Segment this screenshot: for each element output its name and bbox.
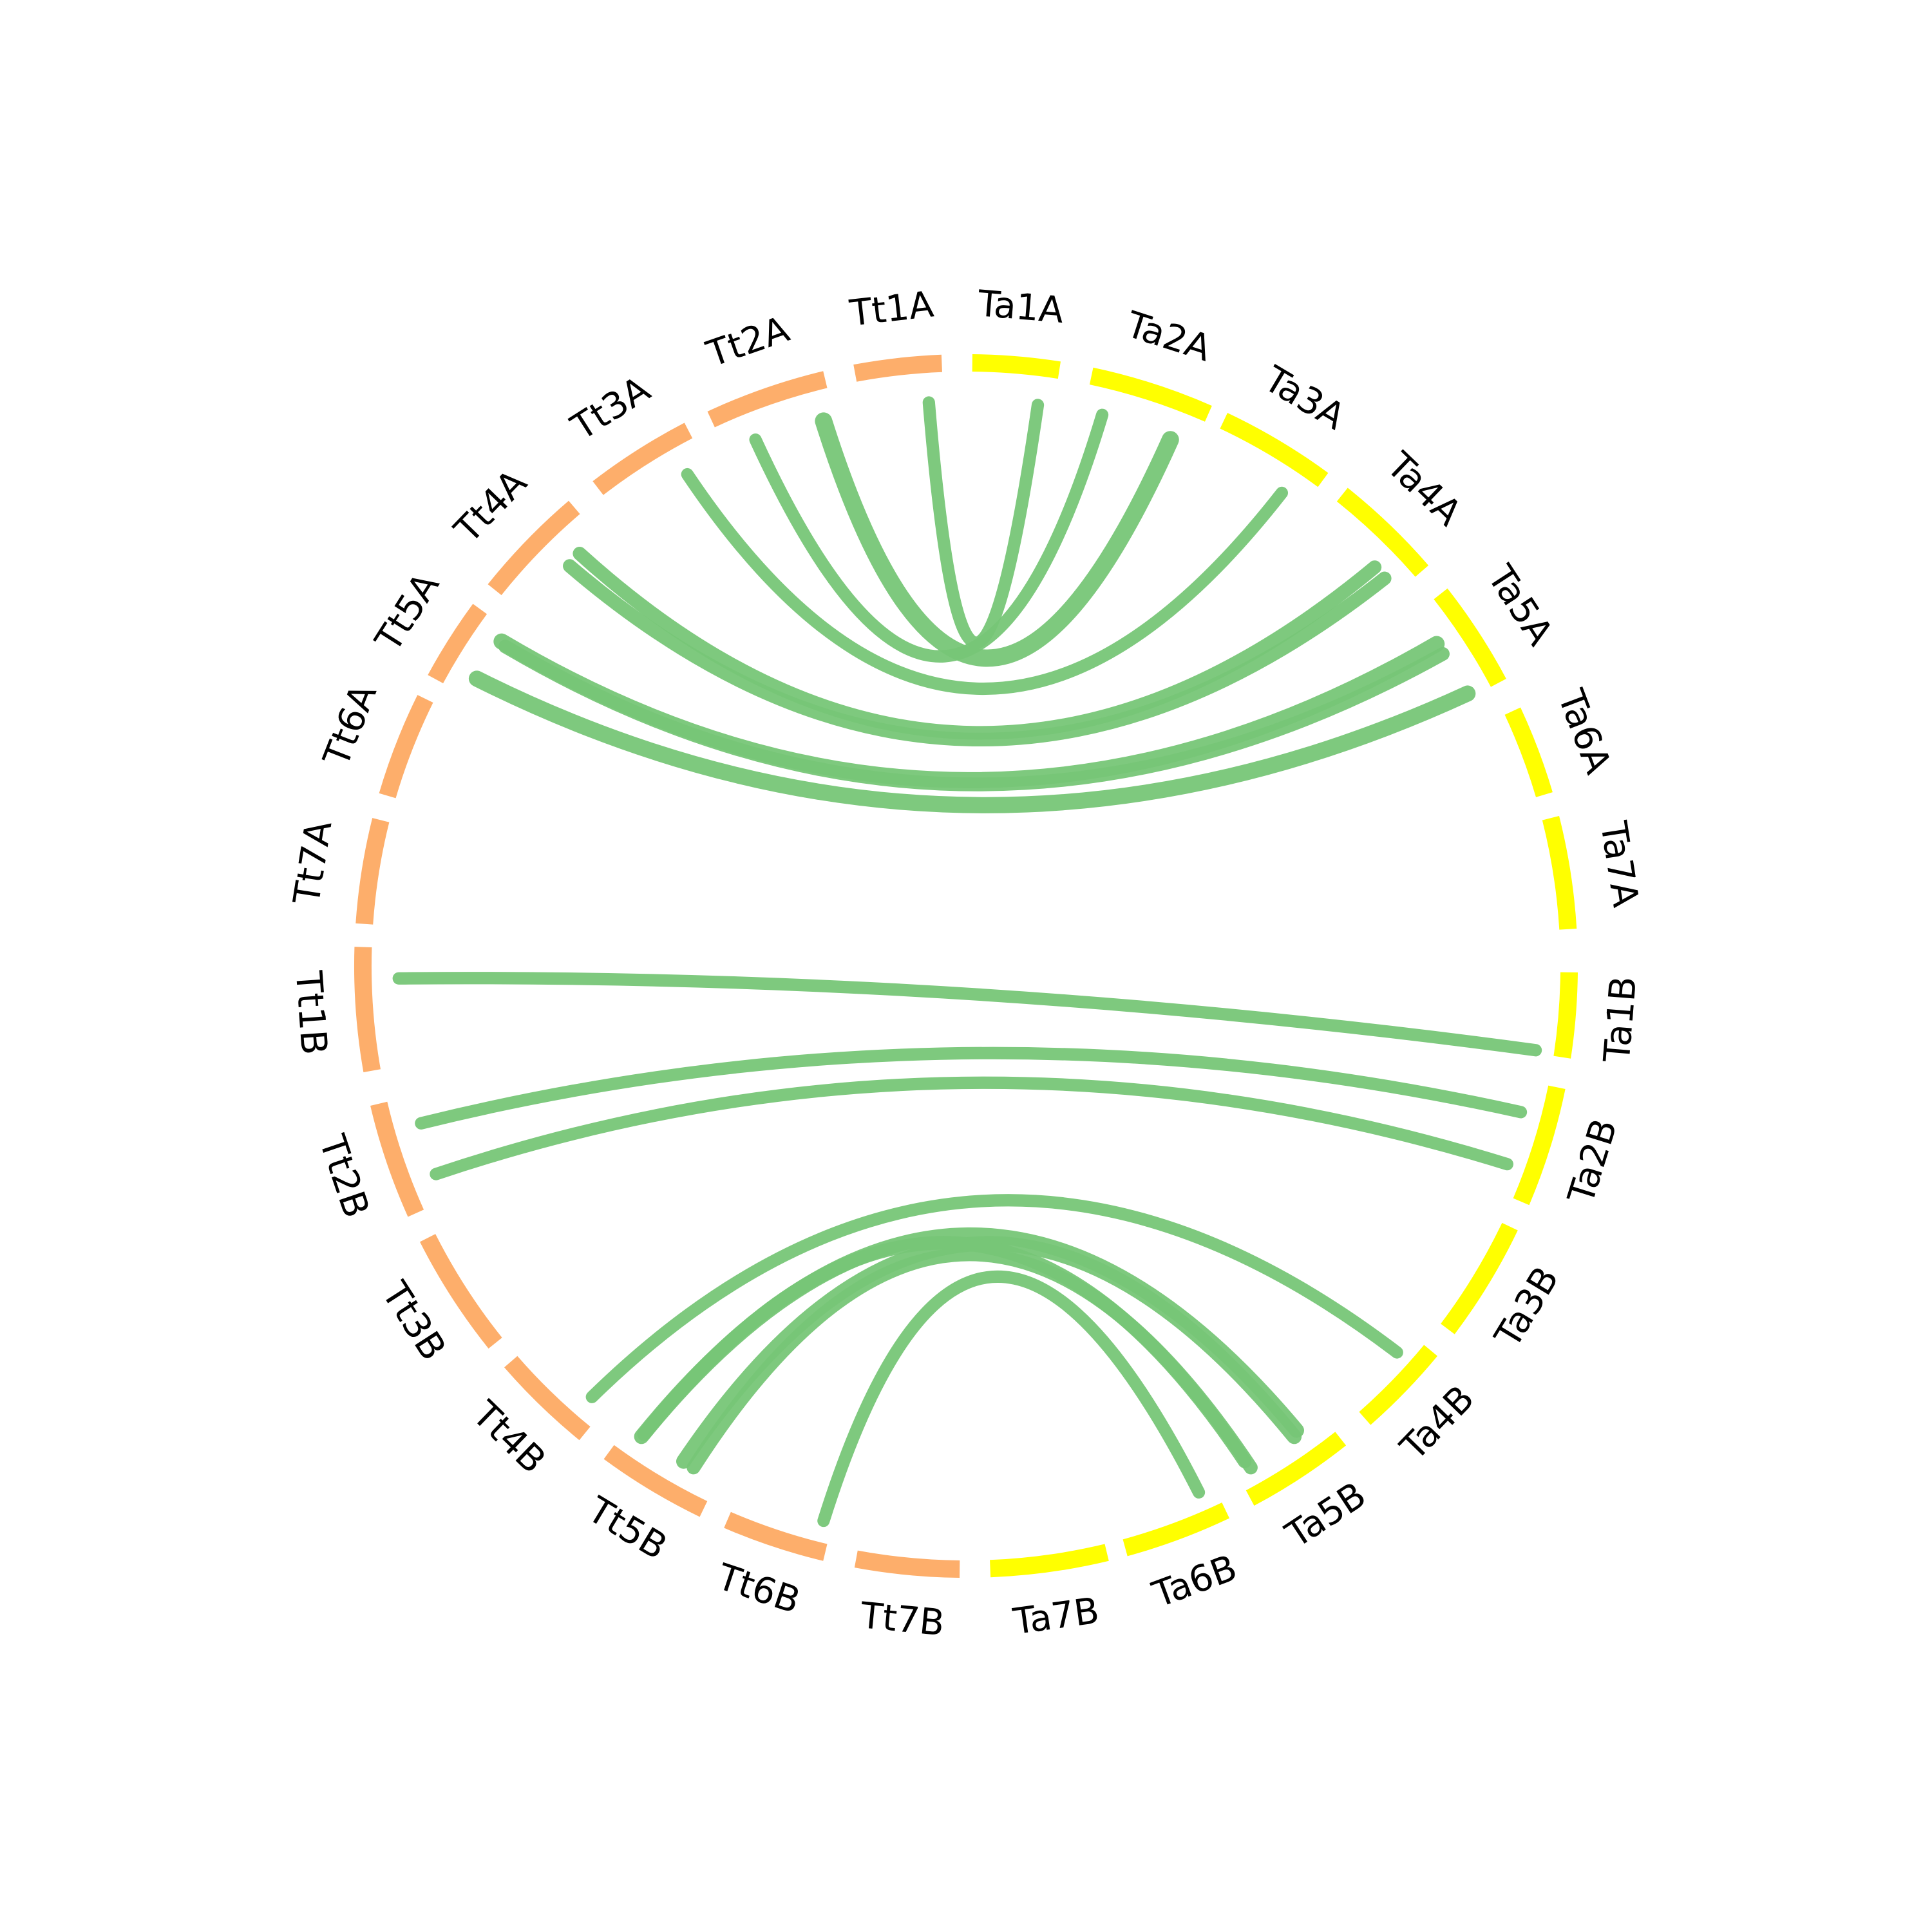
segment: [370, 1101, 424, 1217]
segment: [1359, 1345, 1438, 1425]
link: [498, 639, 1450, 791]
segment: [1089, 367, 1212, 422]
link: [815, 412, 1179, 667]
segment: [724, 1511, 828, 1561]
ring: [354, 354, 1578, 1578]
segment: [379, 695, 433, 799]
segment: [990, 1544, 1109, 1578]
segment: [1504, 707, 1553, 797]
link: [392, 972, 1542, 1057]
segment-label: Tt1B: [287, 969, 335, 1057]
link: [415, 1046, 1528, 1130]
segment: [854, 1550, 960, 1578]
link: [585, 1194, 1403, 1403]
segment: [354, 947, 381, 1072]
link: [749, 408, 1109, 663]
link: [468, 670, 1476, 813]
segment: [420, 1234, 502, 1349]
link: [637, 1236, 1252, 1468]
segment: [355, 818, 390, 925]
segment: [488, 500, 580, 596]
link: [681, 468, 1288, 696]
links: [392, 396, 1542, 1528]
segment: [1441, 1222, 1518, 1334]
link: [563, 559, 1392, 747]
segment: [1122, 1502, 1230, 1557]
segment: [1434, 588, 1506, 687]
segment: [1513, 1085, 1566, 1206]
segment: [1245, 1432, 1347, 1506]
segment: [1220, 413, 1329, 488]
segment: [707, 371, 828, 428]
segment: [603, 1444, 708, 1517]
segment-label: Ta1A: [976, 283, 1065, 332]
segment: [972, 354, 1061, 379]
segment: [592, 422, 693, 495]
segment: [504, 1356, 591, 1441]
segment: [853, 354, 942, 382]
segment: [1553, 972, 1578, 1059]
segment: [1542, 815, 1577, 930]
segment: [1336, 488, 1429, 577]
segment-label: Tt1A: [847, 283, 936, 334]
link: [430, 1076, 1513, 1180]
link: [573, 547, 1382, 740]
segment-label: Tt7B: [858, 1595, 946, 1644]
segment: [428, 603, 488, 684]
link: [817, 1270, 1206, 1528]
segment-label: Ta1B: [1596, 975, 1645, 1065]
